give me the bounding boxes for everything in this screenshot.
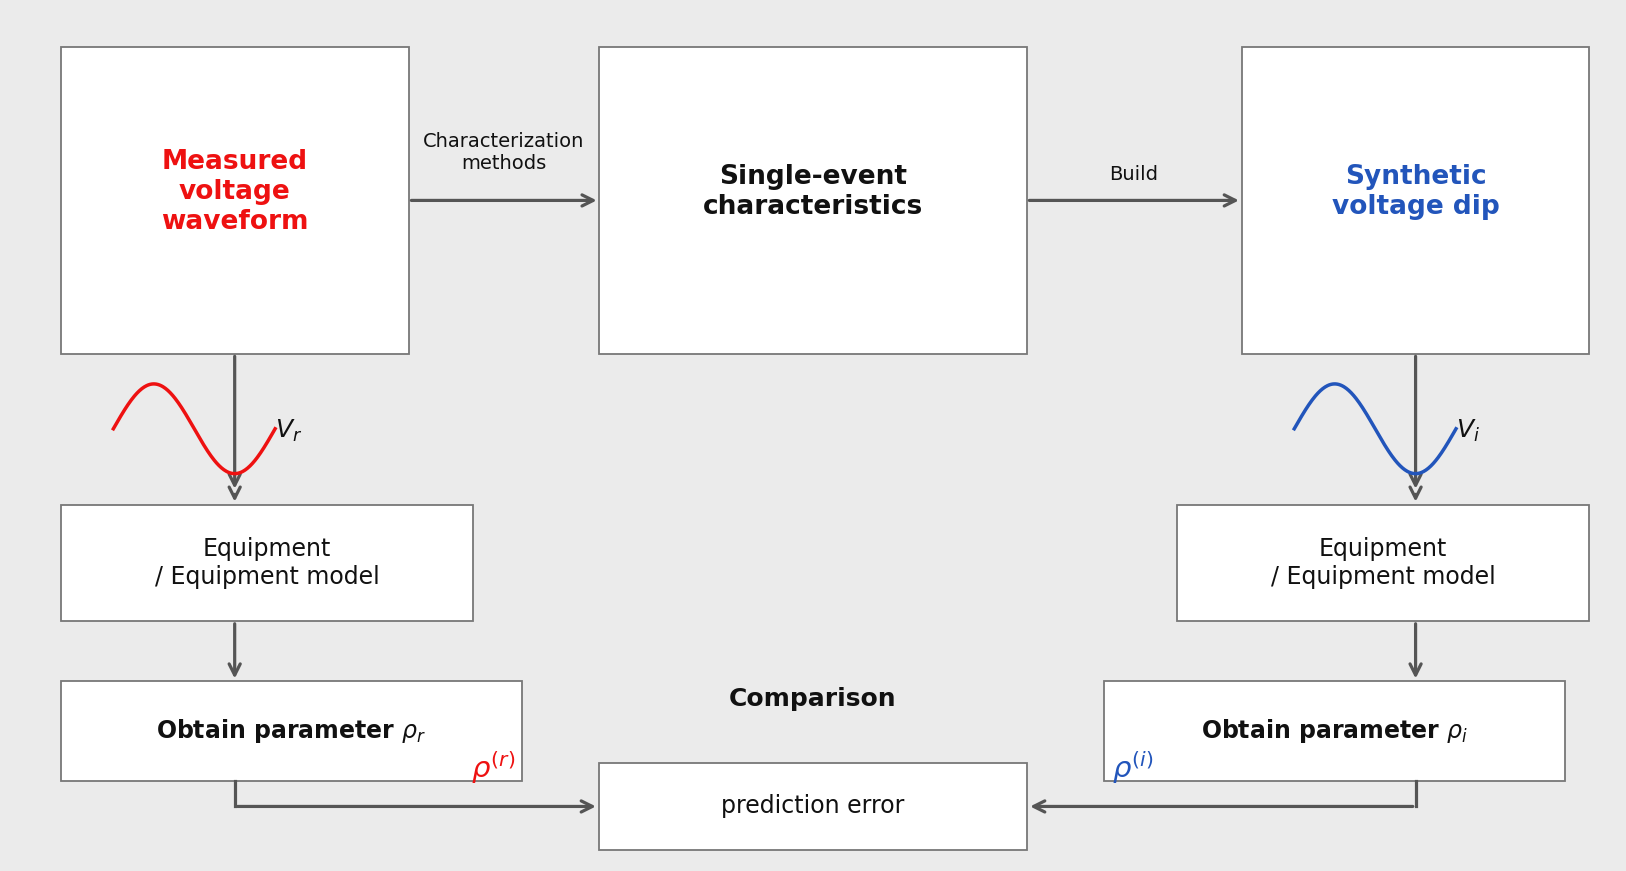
- FancyBboxPatch shape: [1242, 47, 1590, 354]
- Text: $V_i$: $V_i$: [1455, 418, 1480, 444]
- FancyBboxPatch shape: [600, 47, 1026, 354]
- FancyBboxPatch shape: [598, 763, 1028, 849]
- Text: Characterization
methods: Characterization methods: [423, 132, 585, 173]
- Text: Synthetic
voltage dip: Synthetic voltage dip: [1332, 164, 1499, 219]
- Text: $\rho^{(r)}$: $\rho^{(r)}$: [472, 749, 515, 786]
- Text: Equipment
/ Equipment model: Equipment / Equipment model: [154, 537, 379, 589]
- Text: prediction error: prediction error: [722, 794, 904, 819]
- FancyBboxPatch shape: [1104, 681, 1566, 780]
- FancyBboxPatch shape: [1177, 504, 1590, 621]
- FancyBboxPatch shape: [60, 47, 408, 354]
- Text: $\rho^{(i)}$: $\rho^{(i)}$: [1112, 749, 1153, 786]
- FancyBboxPatch shape: [60, 504, 473, 621]
- Text: Obtain parameter $\rho_r$: Obtain parameter $\rho_r$: [156, 717, 426, 745]
- Text: $V_r$: $V_r$: [275, 418, 302, 444]
- Text: Obtain parameter $\rho_i$: Obtain parameter $\rho_i$: [1202, 717, 1468, 745]
- Text: Build: Build: [1109, 165, 1159, 184]
- Text: Comparison: Comparison: [728, 686, 898, 711]
- Text: Equipment
/ Equipment model: Equipment / Equipment model: [1272, 537, 1496, 589]
- FancyBboxPatch shape: [60, 681, 522, 780]
- Text: Single-event
characteristics: Single-event characteristics: [702, 164, 924, 219]
- Text: Measured
voltage
waveform: Measured voltage waveform: [161, 149, 309, 235]
